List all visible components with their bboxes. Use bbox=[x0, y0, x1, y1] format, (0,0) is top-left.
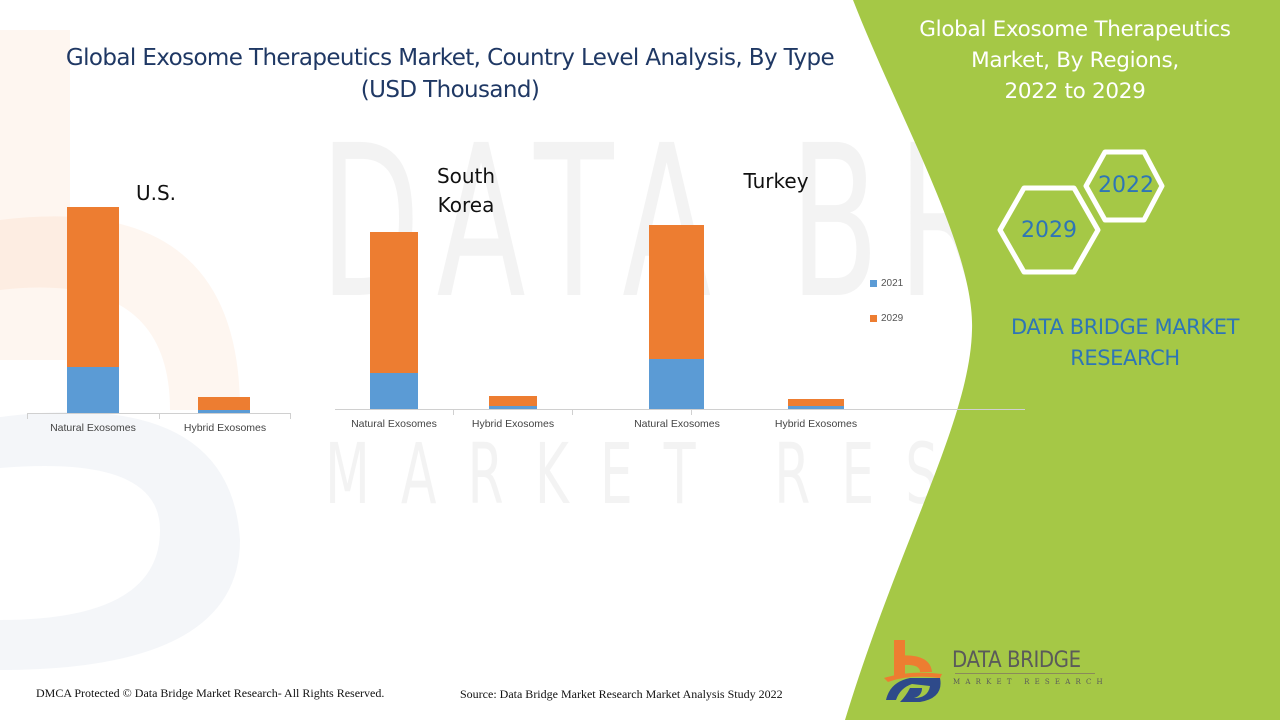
bar-turkey-natural bbox=[649, 225, 704, 409]
bar-segment-2029 bbox=[67, 207, 119, 367]
legend-label: 2029 bbox=[881, 313, 904, 324]
legend-item-2029: 2029 bbox=[870, 313, 903, 324]
legend-label: 2021 bbox=[881, 278, 904, 289]
bar-segment-2029 bbox=[489, 396, 537, 406]
axis-tick bbox=[27, 413, 28, 419]
right-title-line2: Market, By Regions, bbox=[971, 48, 1179, 73]
brand-text: DATA BRIDGE MARKET RESEARCH bbox=[975, 312, 1275, 374]
bar-segment-2021 bbox=[67, 367, 119, 413]
x-axis-south-korea bbox=[335, 409, 575, 410]
watermark-logo-icon bbox=[0, 30, 240, 670]
data-bridge-logo-icon bbox=[884, 640, 942, 702]
logo-text: DATA BRIDGE bbox=[952, 648, 1081, 673]
chart-title-text: South Korea bbox=[436, 164, 496, 217]
hexagon-2022-icon bbox=[1083, 149, 1165, 223]
footer-source: Source: Data Bridge Market Research Mark… bbox=[460, 687, 783, 701]
chart-title-turkey: Turkey bbox=[743, 169, 809, 193]
bar-segment-2029 bbox=[649, 225, 704, 359]
page-title-line2: (USD Thousand) bbox=[360, 77, 540, 103]
legend-swatch-icon bbox=[870, 280, 877, 287]
footer-copyright: DMCA Protected © Data Bridge Market Rese… bbox=[36, 686, 385, 700]
category-label: Hybrid Exosomes bbox=[183, 422, 267, 434]
page-title: Global Exosome Therapeutics Market, Coun… bbox=[40, 42, 860, 106]
hex-label-2022: 2022 bbox=[1098, 173, 1154, 198]
right-title-line3: 2022 to 2029 bbox=[1004, 79, 1146, 104]
right-panel-title: Global Exosome Therapeutics Market, By R… bbox=[900, 14, 1250, 107]
category-label: Hybrid Exosomes bbox=[471, 418, 555, 430]
hexagon-2029-icon bbox=[997, 185, 1101, 275]
bar-segment-2021 bbox=[788, 406, 844, 409]
bar-south-korea-hybrid bbox=[489, 396, 537, 409]
category-label: Natural Exosomes bbox=[634, 418, 720, 430]
legend-item-2021: 2021 bbox=[870, 278, 903, 289]
page-title-line1: Global Exosome Therapeutics Market, Coun… bbox=[65, 45, 835, 71]
bar-segment-2021 bbox=[370, 373, 418, 409]
chart-title-south-korea: South Korea bbox=[421, 162, 511, 220]
category-label: Natural Exosomes bbox=[50, 422, 136, 434]
bar-segment-2029 bbox=[788, 399, 844, 406]
bar-segment-2021 bbox=[489, 406, 537, 409]
legend-swatch-icon bbox=[870, 315, 877, 322]
bar-us-hybrid bbox=[198, 397, 250, 413]
logo-subtext: MARKET RESEARCH bbox=[953, 678, 1108, 686]
bar-south-korea-natural bbox=[370, 232, 418, 409]
axis-tick bbox=[691, 409, 692, 415]
bar-turkey-hybrid bbox=[788, 399, 844, 409]
bar-us-natural bbox=[67, 207, 119, 413]
logo-divider bbox=[955, 673, 1095, 674]
chart-title-us: U.S. bbox=[135, 181, 177, 205]
axis-tick bbox=[572, 409, 573, 415]
brand-line2: RESEARCH bbox=[1070, 346, 1180, 370]
hex-label-2029: 2029 bbox=[1021, 218, 1077, 243]
bar-segment-2021 bbox=[198, 410, 250, 413]
axis-tick bbox=[290, 413, 291, 419]
brand-line1: DATA BRIDGE MARKET bbox=[1010, 315, 1240, 339]
right-title-line1: Global Exosome Therapeutics bbox=[919, 17, 1231, 42]
axis-tick bbox=[453, 409, 454, 415]
bar-segment-2029 bbox=[198, 397, 250, 410]
axis-tick bbox=[159, 413, 160, 419]
category-label: Natural Exosomes bbox=[351, 418, 437, 430]
bar-segment-2021 bbox=[649, 359, 704, 409]
category-label: Hybrid Exosomes bbox=[774, 418, 858, 430]
bar-segment-2029 bbox=[370, 232, 418, 373]
x-axis-turkey bbox=[575, 409, 1025, 410]
